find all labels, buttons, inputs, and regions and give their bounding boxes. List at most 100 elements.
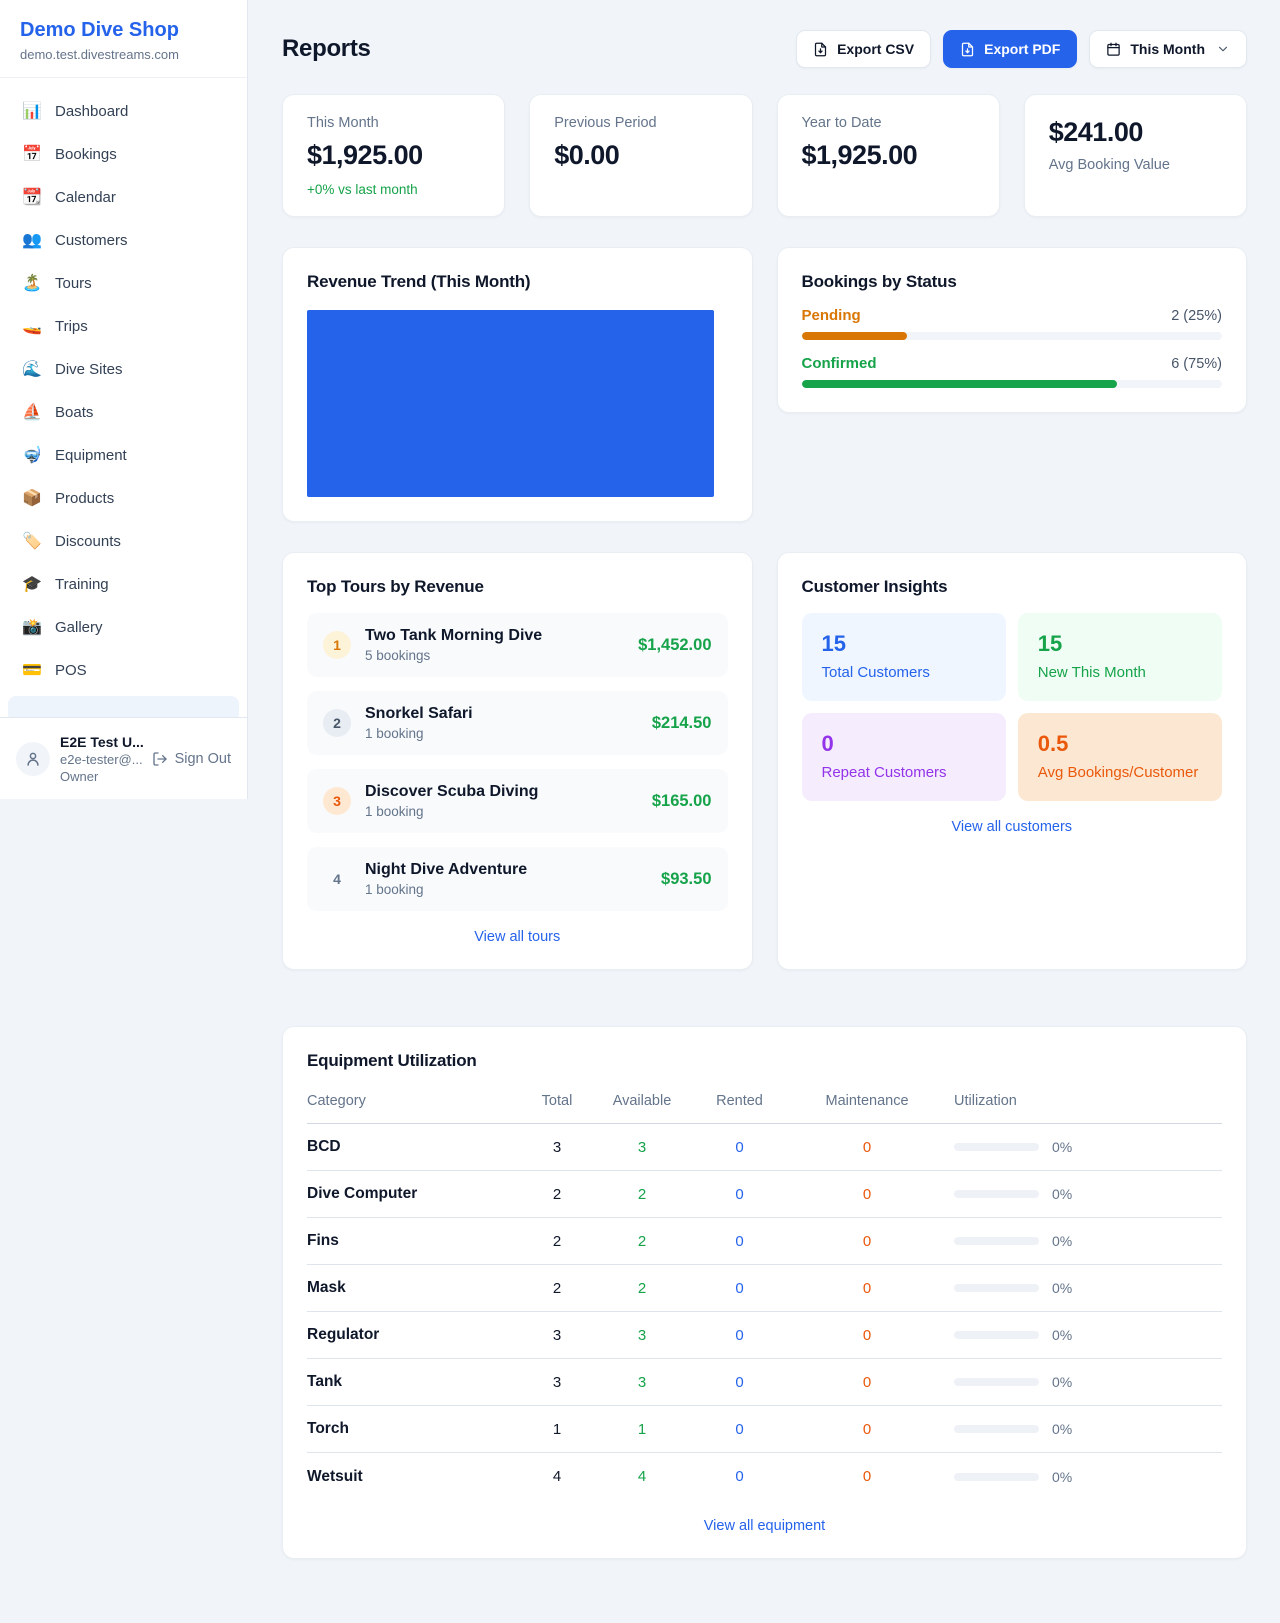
stat-label: This Month — [307, 115, 379, 131]
tour-list: 1 Two Tank Morning Dive 5 bookings $1,452… — [307, 613, 728, 911]
tile-value: 0 — [821, 731, 834, 756]
sidebar-item-training[interactable]: 🎓 Training — [8, 563, 239, 606]
sidebar-item-pos[interactable]: 💳 POS — [8, 649, 239, 692]
user-email: e2e-tester@... — [60, 751, 143, 767]
sidebar-item-discounts[interactable]: 🏷️ Discounts — [8, 520, 239, 563]
sidebar-item-reports-partial[interactable] — [8, 696, 239, 717]
cell-category: Regulator — [307, 1326, 380, 1343]
rank-badge: 4 — [333, 871, 341, 887]
calendar-icon — [1107, 42, 1121, 56]
tour-amount: $165.00 — [651, 791, 712, 810]
export-pdf-label: Export PDF — [984, 41, 1061, 57]
panel-title: Customer Insights — [801, 577, 948, 596]
panel-title: Revenue Trend (This Month) — [307, 272, 531, 291]
cell-category: BCD — [307, 1138, 341, 1155]
sidebar-item-label: Customers — [55, 232, 128, 249]
cell-total: 2 — [552, 1232, 562, 1250]
status-bar-fill — [801, 380, 1117, 388]
export-csv-button[interactable]: Export CSV — [796, 30, 932, 68]
period-dropdown[interactable]: This Month — [1089, 30, 1247, 68]
avatar — [16, 741, 50, 776]
column-header-utilization: Utilization — [954, 1093, 1017, 1109]
utilization-percent: 0% — [1052, 1139, 1073, 1155]
chevron-down-icon — [1218, 46, 1228, 52]
rank-badge: 3 — [323, 787, 351, 815]
tour-list-item: 1 Two Tank Morning Dive 5 bookings $1,452… — [307, 613, 728, 677]
top-tours-panel: Top Tours by Revenue 1 Two Tank Morning … — [282, 552, 753, 970]
stat-value: $1,925.00 — [307, 140, 423, 170]
sidebar-item-tours[interactable]: 🏝️ Tours — [8, 262, 239, 305]
panel-title: Top Tours by Revenue — [307, 577, 484, 596]
sidebar-item-products[interactable]: 📦 Products — [8, 477, 239, 520]
view-all-customers-link[interactable]: View all customers — [951, 819, 1073, 835]
revenue-trend-chart — [307, 310, 714, 497]
sidebar-item-bookings[interactable]: 📅 Bookings — [8, 133, 239, 176]
cell-utilization: 0% — [942, 1280, 1222, 1296]
person-icon — [27, 752, 39, 766]
cell-utilization: 0% — [942, 1327, 1222, 1343]
cell-utilization: 0% — [942, 1186, 1222, 1202]
user-name: E2E Test U... — [60, 733, 144, 750]
status-label: Pending — [801, 307, 861, 324]
column-header-available: Available — [612, 1093, 672, 1109]
main-content: Reports Export CSV Export PDF This Month… — [248, 0, 1280, 1623]
sidebar-item-trips[interactable]: 🚤 Trips — [8, 305, 239, 348]
cell-rented: 0 — [735, 1138, 744, 1156]
sidebar-item-label: Bookings — [55, 146, 117, 163]
status-row-confirmed: Confirmed 6 (75%) — [801, 355, 1222, 388]
sidebar-item-label: Boats — [55, 404, 94, 421]
stat-card-previous-period: Previous Period $0.00 — [529, 94, 753, 217]
panel-title: Equipment Utilization — [307, 1051, 477, 1070]
tour-name: Snorkel Safari — [365, 705, 473, 722]
sidebar-item-equipment[interactable]: 🤿 Equipment — [8, 434, 239, 477]
cell-category: Wetsuit — [307, 1467, 363, 1485]
table-row: Dive Computer 2 2 0 0 0% — [307, 1171, 1222, 1218]
sidebar-item-customers[interactable]: 👥 Customers — [8, 219, 239, 262]
user-panel: E2E Test U... e2e-tester@... Owner Sign … — [0, 717, 247, 799]
cell-rented: 0 — [735, 1468, 744, 1485]
sidebar-item-label: Dashboard — [55, 103, 129, 120]
sidebar-item-dive-sites[interactable]: 🌊 Dive Sites — [8, 348, 239, 391]
tile-value: 15 — [1037, 631, 1063, 656]
utilization-bar-track — [954, 1472, 1039, 1481]
view-all-tours-link[interactable]: View all tours — [474, 929, 561, 945]
brand: Demo Dive Shop demo.test.divestreams.com — [0, 0, 247, 78]
rank-badge: 1 — [323, 631, 351, 659]
insights-row: Top Tours by Revenue 1 Two Tank Morning … — [282, 552, 1247, 970]
status-label: Confirmed — [801, 355, 877, 372]
export-pdf-button[interactable]: Export PDF — [943, 30, 1078, 68]
cell-total: 2 — [552, 1185, 562, 1203]
sidebar-item-calendar[interactable]: 📆 Calendar — [8, 176, 239, 219]
revenue-trend-panel: Revenue Trend (This Month) — [282, 247, 753, 522]
status-bar-fill — [801, 332, 907, 340]
cell-available: 2 — [637, 1232, 647, 1250]
cell-category: Dive Computer — [307, 1185, 418, 1202]
sidebar-item-label: Calendar — [55, 189, 116, 206]
view-all-equipment-link[interactable]: View all equipment — [703, 1518, 826, 1534]
camera-icon: 📸 — [22, 618, 42, 636]
sidebar-item-gallery[interactable]: 📸 Gallery — [8, 606, 239, 649]
sidebar-item-boats[interactable]: ⛵ Boats — [8, 391, 239, 434]
cell-utilization: 0% — [942, 1139, 1222, 1155]
tile-new-this-month: 15 New This Month — [1017, 613, 1222, 701]
status-bar-track — [801, 332, 1222, 340]
sign-out-label: Sign Out — [174, 750, 231, 767]
utilization-bar-track — [954, 1378, 1039, 1386]
sign-out-button[interactable]: Sign Out — [152, 751, 231, 767]
tile-value: 15 — [821, 631, 846, 656]
panel-title: Bookings by Status — [801, 272, 957, 291]
rank-badge: 2 — [323, 709, 351, 737]
utilization-bar-track — [954, 1331, 1039, 1339]
cell-maintenance: 0 — [862, 1185, 872, 1203]
tile-avg-bookings-customer: 0.5 Avg Bookings/Customer — [1017, 713, 1222, 801]
insight-tiles: 15 Total Customers 15 New This Month 0 R… — [801, 613, 1222, 801]
sidebar-item-label: Products — [55, 490, 115, 507]
utilization-bar-track — [954, 1284, 1039, 1292]
cell-available: 3 — [637, 1138, 647, 1156]
tour-name: Night Dive Adventure — [365, 861, 528, 878]
column-header-category: Category — [307, 1093, 366, 1109]
utilization-bar-track — [954, 1237, 1039, 1245]
sidebar-item-label: Dive Sites — [55, 361, 123, 378]
cell-utilization: 0% — [942, 1421, 1222, 1437]
sidebar-item-dashboard[interactable]: 📊 Dashboard — [8, 90, 239, 133]
